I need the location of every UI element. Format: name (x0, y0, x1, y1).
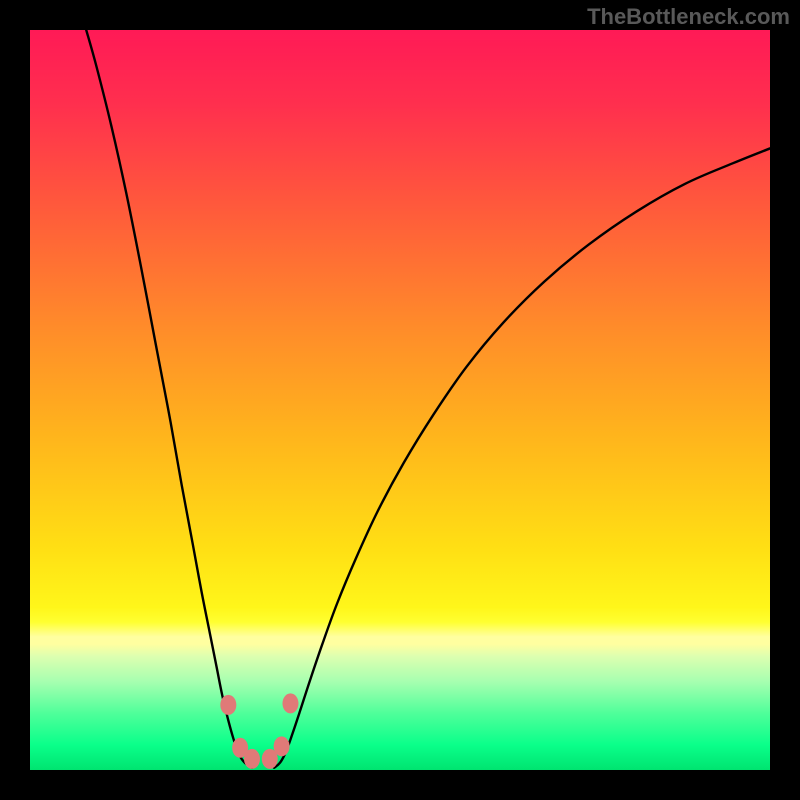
marker-point-2 (244, 749, 260, 769)
v-curve-left-arm (86, 30, 252, 768)
v-curve-right-arm (274, 148, 770, 767)
marker-point-0 (220, 695, 236, 715)
plot-area (30, 30, 770, 770)
watermark-text: TheBottleneck.com (587, 4, 790, 30)
marker-point-4 (274, 736, 290, 756)
curve-layer (30, 30, 770, 770)
marker-point-5 (282, 693, 298, 713)
chart-canvas: TheBottleneck.com (0, 0, 800, 800)
